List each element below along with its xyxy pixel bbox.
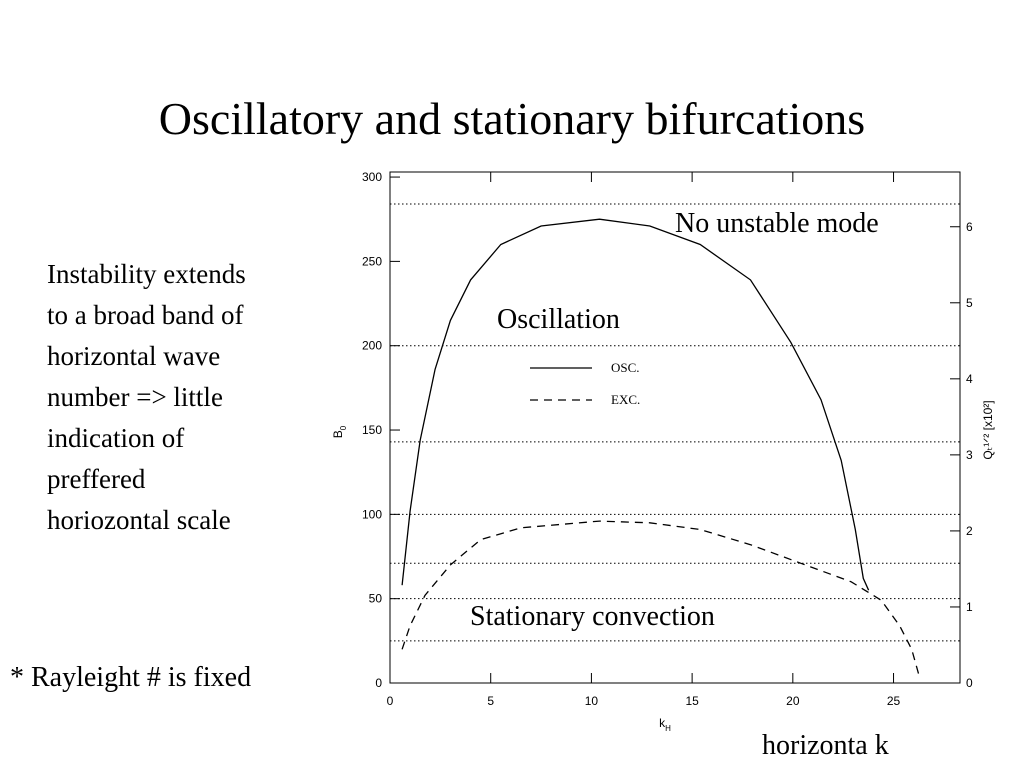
body-line: horiozontal scale [47, 505, 231, 535]
series-line [401, 218, 870, 591]
legend-label: EXC. [611, 392, 640, 407]
body-line: to a broad band of [47, 300, 243, 330]
y2-tick-label: 6 [966, 220, 973, 234]
body-line: horizontal wave [47, 341, 220, 371]
x-tick-label: 0 [387, 694, 394, 708]
y-axis-label: B0 [331, 425, 348, 438]
y2-tick-label: 4 [966, 372, 973, 386]
x-axis-label-sub: H [665, 724, 671, 733]
plot-frame [389, 171, 961, 684]
series-line [401, 520, 921, 679]
body-line: number => little [47, 382, 223, 412]
y-tick-label: 200 [362, 339, 382, 353]
x-axis-label-base: k [659, 716, 666, 730]
footnote: * Rayleight # is fixed [10, 662, 251, 693]
y2-tick-label: 2 [966, 524, 973, 538]
y-axis-label-sub: 0 [339, 425, 348, 430]
annotation: No unstable mode [675, 208, 879, 239]
body-line: indication of [47, 423, 184, 453]
body-line: Instability extends [47, 259, 246, 289]
body-text: Instability extends to a broad band of hor… [47, 259, 246, 535]
y-tick-label: 50 [369, 592, 383, 606]
y-tick-label: 100 [362, 507, 382, 521]
body-line: preffered [47, 464, 146, 494]
x-tick-label: 5 [487, 694, 494, 708]
y-axis-label-base: B [331, 430, 345, 438]
y2-tick-label: 0 [966, 676, 973, 690]
annotation: Stationary convection [470, 601, 715, 632]
y2-tick-label: 1 [966, 600, 973, 614]
x-tick-label: 20 [786, 694, 800, 708]
y2-axis-label: Qₜ¹ᐟ² [x10²] [981, 400, 995, 459]
slide-title: Oscillatory and stationary bifurcations [159, 93, 865, 144]
x-tick-label: 25 [887, 694, 901, 708]
y2-tick-label: 5 [966, 296, 973, 310]
y2-tick-label: 3 [966, 448, 973, 462]
caption: horizonta k [762, 730, 889, 761]
x-tick-label: 15 [685, 694, 699, 708]
x-tick-label: 10 [585, 694, 599, 708]
y-tick-label: 250 [362, 254, 382, 268]
legend-label: OSC. [611, 360, 640, 375]
y-tick-label: 150 [362, 423, 382, 437]
x-axis-label: kH [659, 716, 671, 733]
annotation: Oscillation [497, 304, 620, 335]
y-tick-label: 0 [375, 676, 382, 690]
y-tick-label: 300 [362, 170, 382, 184]
